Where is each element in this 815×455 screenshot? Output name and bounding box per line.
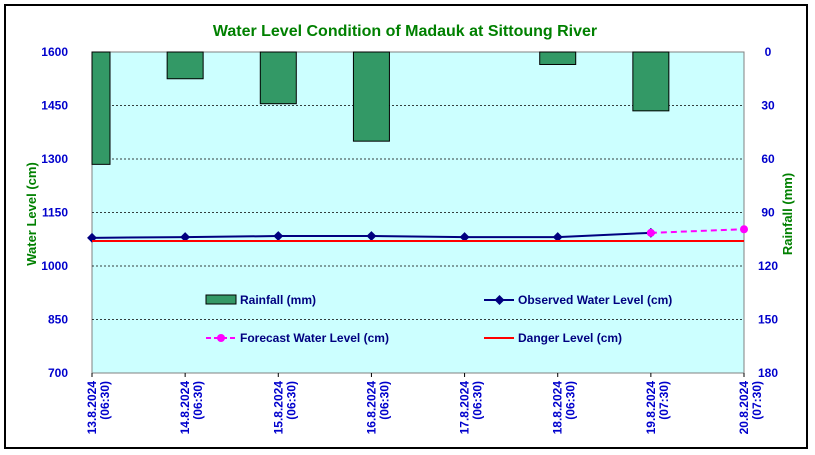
x-tick-label: 16.8.2024(06:30): [364, 381, 391, 435]
chart-title: Water Level Condition of Madauk at Sitto…: [213, 23, 597, 40]
rainfall-bar: [259, 51, 297, 105]
y-axis-title: Water Level (cm): [24, 162, 39, 266]
rainfall-bar: [166, 51, 204, 80]
x-tick-label: 19.8.2024(07:30): [644, 381, 671, 435]
observed-point: [366, 231, 377, 241]
y2-tick-label: 180: [758, 366, 778, 380]
y2-tick-label: 60: [761, 152, 775, 166]
legend-rainfall-swatch: [205, 294, 237, 305]
y-tick-label: 1600: [41, 45, 68, 59]
y2-tick-label: 120: [758, 259, 778, 273]
y-tick-label: 1150: [42, 206, 68, 220]
x-tick-label: 20.8.2024(07:30): [737, 381, 764, 435]
x-tick-label: 15.8.2024(06:30): [271, 381, 298, 435]
y-tick-label: 850: [48, 313, 68, 327]
x-tick-label: 17.8.2024(06:30): [458, 381, 485, 435]
x-tick-label: 18.8.2024(06:30): [551, 381, 578, 435]
y2-tick-label: 90: [761, 206, 775, 220]
forecast-water-level-line: [650, 228, 745, 234]
legend-label: Danger Level (cm): [518, 331, 622, 345]
y-tick-label: 1300: [41, 152, 68, 166]
y2-tick-label: 30: [761, 99, 775, 113]
y-tick-label: 1000: [41, 259, 68, 273]
axes: 700 850 1000 1150 1300 1450 1600 0 30 60 90 120 150 1…: [41, 45, 778, 434]
y2-axis-title: Rainfall (mm): [780, 173, 795, 255]
forecast-point: [740, 225, 748, 234]
forecast-point: [646, 228, 655, 237]
legend-forecast-marker: [217, 334, 225, 342]
rainfall-bar: [91, 51, 111, 165]
y2-tick-label: 150: [758, 313, 778, 327]
rainfall-bar: [539, 51, 577, 65]
chart-frame: Water Level Condition of Madauk at Sitto…: [4, 4, 808, 449]
legend-observed-marker: [494, 295, 505, 305]
observed-point: [552, 232, 563, 243]
y-tick-label: 700: [48, 366, 68, 380]
observed-point: [459, 232, 470, 243]
water-level-chart: Water Level Condition of Madauk at Sitto…: [24, 23, 795, 434]
y-tick-label: 1450: [41, 99, 68, 113]
legend-label: Observed Water Level (cm): [518, 293, 672, 307]
rainfall-bar: [352, 51, 390, 142]
x-tick-label: 14.8.2024(06:30): [178, 381, 205, 435]
x-tick-label: 13.8.2024(06:30): [85, 381, 112, 435]
gridlines: [92, 105, 744, 320]
legend: Rainfall (mm) Observed Water Level (cm) Fo…: [205, 293, 672, 345]
water-level-lines: [87, 225, 748, 243]
rainfall-bars: [91, 51, 670, 165]
observed-point: [273, 231, 284, 241]
y2-tick-label: 0: [765, 45, 772, 59]
legend-label: Rainfall (mm): [240, 293, 316, 307]
rainfall-bar: [632, 51, 670, 112]
legend-label: Forecast Water Level (cm): [240, 331, 389, 345]
observed-point: [180, 232, 191, 243]
